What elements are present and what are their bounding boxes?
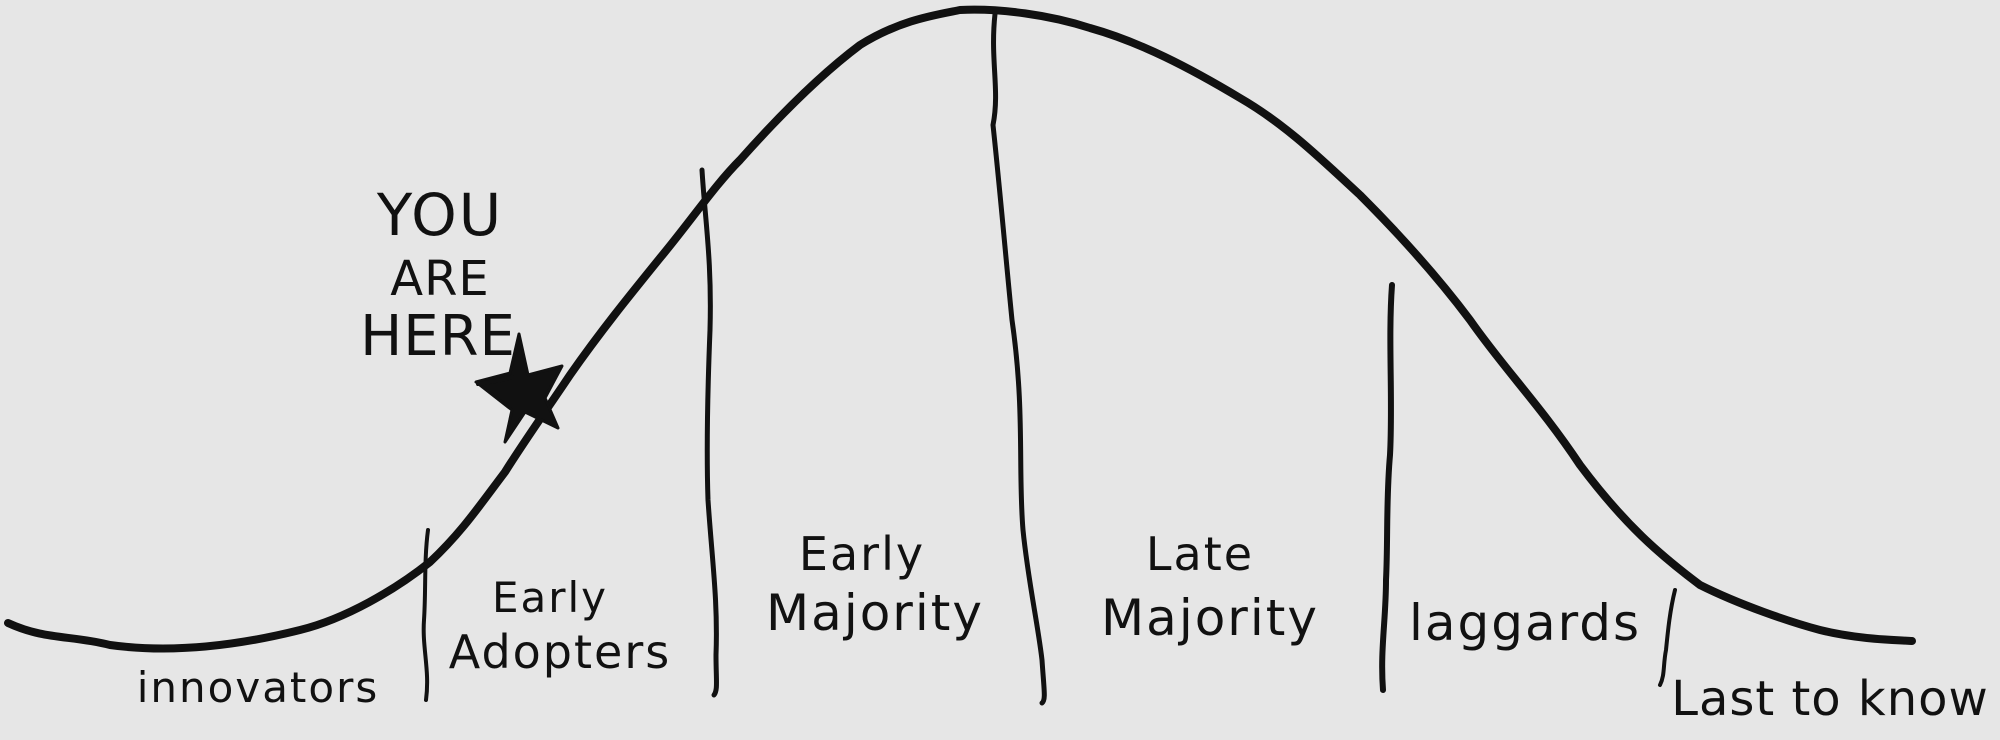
segment-early-adopters-line-1: Early <box>492 573 608 622</box>
segment-late-majority-line-1: Late <box>1146 527 1254 581</box>
segment-laggards-label: laggards <box>1409 594 1641 652</box>
you-label: YOU <box>376 181 503 249</box>
segment-early-adopters-line-2: Adopters <box>449 625 671 679</box>
segment-last-to-know-label: Last to know <box>1671 671 1989 727</box>
are-label: ARE <box>390 251 490 307</box>
segment-early-majority-line-2: Majority <box>766 584 984 642</box>
segment-late-majority-line-2: Majority <box>1101 589 1319 647</box>
segment-early-majority-line-1: Early <box>799 527 925 581</box>
segment-innovators-label: innovators <box>137 663 380 712</box>
pointer-stroke <box>476 375 514 386</box>
divider-early-majority-late-majority <box>990 11 1047 706</box>
adoption-bell-curve <box>4 5 1916 653</box>
star-icon <box>474 332 564 444</box>
divider-late-majority-laggards <box>1379 282 1395 693</box>
divider-early-adopters-early-majority <box>699 167 719 698</box>
divider-laggards-last-to-know <box>1658 588 1677 687</box>
here-label: HERE <box>360 304 516 369</box>
divider-innovators-early-adopters <box>421 528 430 702</box>
